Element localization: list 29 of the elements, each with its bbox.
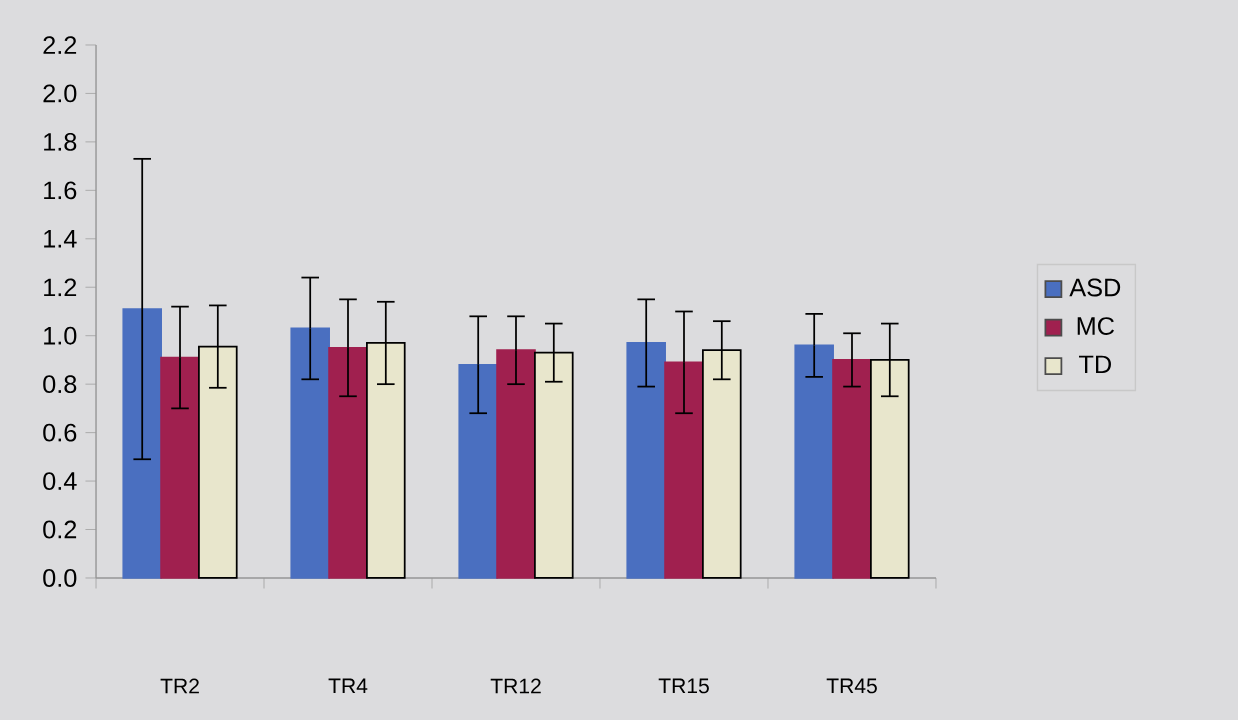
y-tick-label: 2.0 (43, 84, 77, 103)
bar (290, 327, 330, 579)
legend-label: ASD (1069, 278, 1121, 297)
bar (794, 344, 834, 579)
x-tick-label: TR45 (826, 678, 877, 694)
y-tick-label: 2.2 (43, 36, 77, 54)
bar (626, 342, 666, 579)
x-tick-label: TR12 (490, 678, 541, 694)
y-tick-label: 0.4 (43, 472, 77, 491)
legend-label: MC (1077, 317, 1115, 336)
x-tick-label: TR4 (328, 678, 368, 694)
bar (328, 346, 368, 579)
bar (458, 363, 498, 579)
y-tick-label: 0.8 (43, 375, 77, 394)
y-tick-label: 0.0 (43, 569, 77, 587)
y-tick-label: 1.2 (44, 278, 77, 297)
bar (496, 349, 536, 579)
y-tick-label: 1.8 (44, 132, 77, 151)
y-tick-label: 1.6 (44, 181, 77, 200)
y-tick-label: 1.4 (44, 230, 77, 248)
y-tick-label: 0.6 (43, 423, 77, 442)
bar (832, 359, 872, 579)
bar (664, 361, 704, 579)
y-tick-label: 0.2 (43, 520, 77, 539)
bar (160, 356, 200, 579)
legend-label: TD (1079, 355, 1111, 374)
x-tick-label: TR2 (160, 678, 199, 694)
y-tick-label: 1.0 (44, 326, 77, 345)
x-tick-label: TR15 (658, 678, 709, 694)
